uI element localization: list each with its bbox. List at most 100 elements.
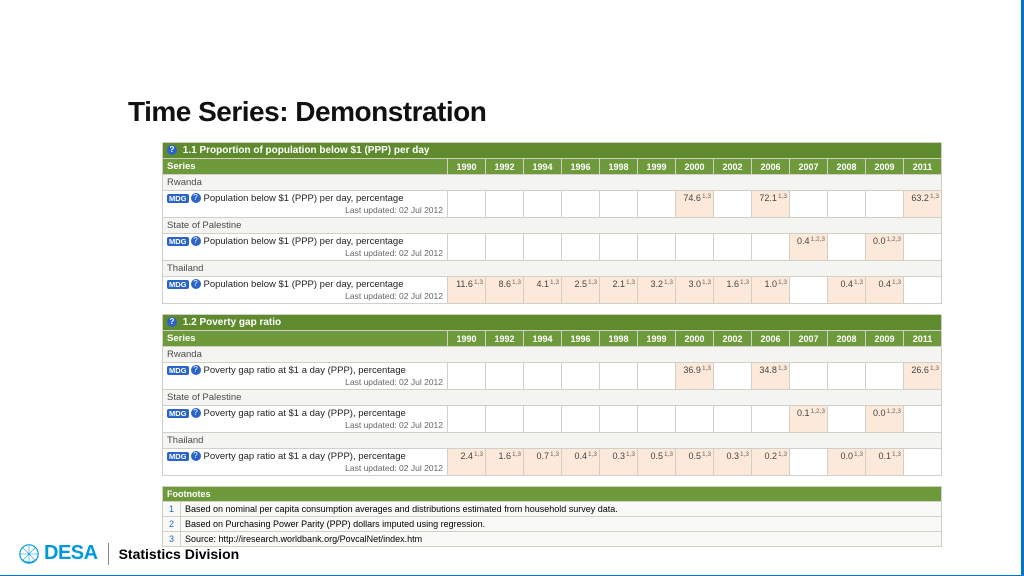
value-cell: 26.61,3: [904, 363, 942, 390]
year-header: 2002: [714, 159, 752, 175]
year-header: 1992: [486, 159, 524, 175]
footnote-ref: 1,2,3: [811, 408, 825, 415]
footer-division: Statistics Division: [119, 546, 240, 562]
year-header: 1992: [486, 331, 524, 347]
value-cell: 0.11,3: [866, 449, 904, 476]
series-name: Poverty gap ratio at $1 a day (PPP), per…: [204, 408, 406, 419]
indicator-table: ? 1.2 Poverty gap ratioSeries19901992199…: [162, 314, 942, 476]
info-icon[interactable]: ?: [191, 279, 201, 289]
footnote-ref: 1,3: [550, 279, 559, 286]
value-cell: 11.61,3: [448, 277, 486, 304]
value-cell: [904, 449, 942, 476]
series-name: Poverty gap ratio at $1 a day (PPP), per…: [204, 365, 406, 376]
footnote-ref: 1,3: [626, 279, 635, 286]
value-cell: 0.51,3: [676, 449, 714, 476]
footnote-ref: 1,3: [740, 451, 749, 458]
footnote-ref: 1,3: [702, 365, 711, 372]
footnote-ref: 1,3: [588, 279, 597, 286]
footnote-number: 1: [163, 502, 181, 517]
footnote-ref: 1,3: [664, 451, 673, 458]
value-cell: [524, 363, 562, 390]
year-header: 2007: [790, 331, 828, 347]
series-cell: MDG?Poverty gap ratio at $1 a day (PPP),…: [163, 406, 448, 433]
info-icon[interactable]: ?: [191, 193, 201, 203]
year-header: 1990: [448, 331, 486, 347]
info-icon[interactable]: ?: [167, 145, 177, 155]
value-cell: [486, 191, 524, 218]
value-cell: 74.61,3: [676, 191, 714, 218]
value-cell: 0.41,2,3: [790, 234, 828, 261]
mdg-badge: MDG: [167, 280, 189, 289]
footnote-ref: 1,3: [626, 451, 635, 458]
value-cell: [790, 277, 828, 304]
value-cell: [600, 191, 638, 218]
value-cell: 63.21,3: [904, 191, 942, 218]
year-header: 2009: [866, 159, 904, 175]
tables-container: ? 1.1 Proportion of population below $1 …: [162, 142, 942, 547]
value-cell: [562, 363, 600, 390]
footnote-ref: 1,3: [702, 279, 711, 286]
last-updated: Last updated: 02 Jul 2012: [167, 291, 443, 301]
info-icon[interactable]: ?: [191, 408, 201, 418]
value-cell: [524, 234, 562, 261]
value-cell: 0.31,3: [714, 449, 752, 476]
last-updated: Last updated: 02 Jul 2012: [167, 420, 443, 430]
value-cell: 0.71,3: [524, 449, 562, 476]
value-cell: [600, 234, 638, 261]
value-cell: [638, 191, 676, 218]
value-cell: [904, 406, 942, 433]
footnote-ref: 1,3: [930, 193, 939, 200]
value-cell: [904, 277, 942, 304]
value-cell: [524, 191, 562, 218]
last-updated: Last updated: 02 Jul 2012: [167, 205, 443, 215]
mdg-badge: MDG: [167, 194, 189, 203]
footnote-ref: 1,3: [474, 451, 483, 458]
series-name: Population below $1 (PPP) per day, perce…: [204, 279, 404, 290]
year-header: 2000: [676, 331, 714, 347]
indicator-title: ? 1.1 Proportion of population below $1 …: [163, 143, 942, 159]
country-name: Rwanda: [163, 175, 942, 191]
footnote-ref: 1,3: [702, 451, 711, 458]
footnote-ref: 1,3: [512, 451, 521, 458]
last-updated: Last updated: 02 Jul 2012: [167, 377, 443, 387]
year-header: 2000: [676, 159, 714, 175]
indicator-table: ? 1.1 Proportion of population below $1 …: [162, 142, 942, 304]
last-updated: Last updated: 02 Jul 2012: [167, 463, 443, 473]
footnote-text: Based on Purchasing Power Parity (PPP) d…: [181, 517, 942, 532]
value-cell: [714, 363, 752, 390]
value-cell: [448, 406, 486, 433]
value-cell: [562, 191, 600, 218]
value-cell: [676, 234, 714, 261]
value-cell: 3.01,3: [676, 277, 714, 304]
year-header: 2006: [752, 331, 790, 347]
info-icon[interactable]: ?: [167, 317, 177, 327]
info-icon[interactable]: ?: [191, 236, 201, 246]
year-header: 1996: [562, 331, 600, 347]
footnote-ref: 1,3: [778, 365, 787, 372]
value-cell: [562, 234, 600, 261]
footer-divider: [108, 543, 109, 565]
info-icon[interactable]: ?: [191, 365, 201, 375]
value-cell: [904, 234, 942, 261]
info-icon[interactable]: ?: [191, 451, 201, 461]
footnote-ref: 1,3: [778, 193, 787, 200]
series-header: Series: [163, 159, 448, 175]
value-cell: 3.21,3: [638, 277, 676, 304]
value-cell: [638, 234, 676, 261]
value-cell: 34.81,3: [752, 363, 790, 390]
value-cell: [866, 363, 904, 390]
mdg-badge: MDG: [167, 409, 189, 418]
footnote-text: Source: http://iresearch.worldbank.org/P…: [181, 532, 942, 547]
mdg-badge: MDG: [167, 237, 189, 246]
series-header: Series: [163, 331, 448, 347]
footnote-ref: 1,3: [702, 193, 711, 200]
footnote-ref: 1,3: [588, 451, 597, 458]
value-cell: [790, 191, 828, 218]
series-name: Poverty gap ratio at $1 a day (PPP), per…: [204, 451, 406, 462]
footnote-ref: 1,3: [892, 279, 901, 286]
country-name: Rwanda: [163, 347, 942, 363]
value-cell: [790, 363, 828, 390]
value-cell: 0.41,3: [562, 449, 600, 476]
value-cell: 0.11,2,3: [790, 406, 828, 433]
year-header: 2011: [904, 159, 942, 175]
